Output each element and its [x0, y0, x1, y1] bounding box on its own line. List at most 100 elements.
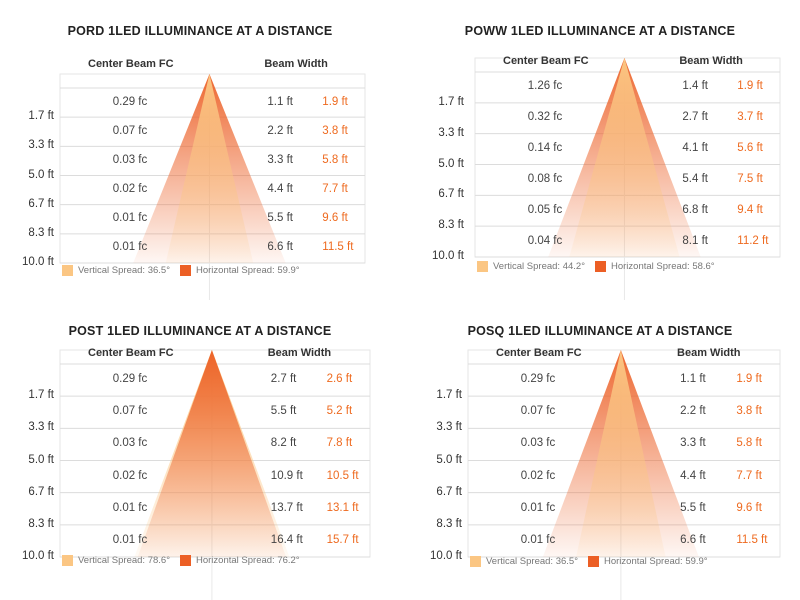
vertical-width-value: 6.6 ft [267, 241, 293, 254]
vertical-width-value: 8.1 ft [682, 234, 708, 247]
center-beam-value: 0.03 fc [112, 437, 148, 450]
horizontal-width-value: 10.5 ft [326, 469, 359, 482]
center-beam-value: 0.03 fc [520, 437, 556, 450]
center-beam-value: 0.07 fc [112, 124, 148, 137]
horizontal-width-value: 13.1 ft [326, 501, 359, 514]
center-beam-value: 0.07 fc [520, 405, 556, 418]
center-beam-value: 0.14 fc [527, 142, 563, 155]
vertical-spread-label: Vertical Spread: 36.5° [78, 265, 170, 276]
vertical-width-value: 2.2 ft [680, 405, 706, 418]
distance-label: 6.7 ft [28, 485, 54, 498]
center-beam-value: 0.01 fc [520, 501, 556, 514]
vertical-width-value: 2.2 ft [267, 124, 293, 137]
center-beam-value: 0.01 fc [112, 212, 148, 225]
horizontal-width-value: 3.8 ft [736, 405, 762, 418]
center-beam-value: 0.07 fc [112, 405, 148, 418]
horizontal-width-value: 7.5 ft [737, 172, 763, 185]
distance-label: 1.7 ft [28, 110, 54, 123]
distance-label: 5.0 ft [438, 157, 464, 170]
distance-label: 8.3 ft [438, 219, 464, 232]
horizontal-width-value: 7.7 ft [736, 469, 762, 482]
center-beam-value: 0.01 fc [112, 241, 148, 254]
horizontal-width-value: 15.7 ft [326, 533, 359, 546]
horizontal-spread-swatch [180, 265, 191, 276]
chart-legend: Vertical Spread: 36.5° Horizontal Spread:… [62, 265, 300, 276]
distance-label: 6.7 ft [438, 188, 464, 201]
beam-diagram [467, 349, 781, 600]
center-beam-value: 0.03 fc [112, 153, 148, 166]
beam-width-header: Beam Width [267, 347, 332, 359]
beam-width-header: Beam Width [677, 347, 741, 359]
vertical-width-value: 1.1 ft [680, 373, 706, 386]
vertical-width-value: 4.1 ft [682, 142, 708, 155]
horizontal-width-value: 7.7 ft [322, 183, 348, 196]
vertical-width-value: 1.4 ft [682, 80, 708, 93]
distance-label: 1.7 ft [438, 95, 464, 108]
vertical-width-value: 5.5 ft [270, 405, 297, 418]
vertical-width-value: 1.1 ft [267, 95, 293, 108]
horizontal-width-value: 9.6 ft [736, 501, 762, 514]
beam-diagram [59, 73, 366, 300]
horizontal-width-value: 9.6 ft [322, 212, 348, 225]
vertical-spread-cone [165, 74, 254, 263]
center-beam-value: 0.08 fc [527, 172, 563, 185]
vertical-width-value: 4.4 ft [680, 469, 706, 482]
vertical-spread-cone [576, 350, 666, 557]
vertical-spread-label: Vertical Spread: 36.5° [486, 556, 578, 567]
horizontal-width-value: 7.8 ft [326, 437, 353, 450]
distance-label: 5.0 ft [28, 168, 54, 181]
center-beam-value: 0.05 fc [527, 203, 563, 216]
distance-label: 10.0 ft [432, 250, 464, 262]
center-beam-value: 0.01 fc [112, 501, 148, 514]
center-beam-value: 0.29 fc [112, 373, 148, 386]
vertical-width-value: 2.7 ft [682, 111, 708, 124]
vertical-width-value: 5.5 ft [680, 501, 706, 514]
distance-label: 1.7 ft [436, 389, 462, 402]
distance-label: 3.3 ft [438, 126, 464, 139]
distance-label: 5.0 ft [436, 453, 462, 466]
center-beam-value: 0.02 fc [520, 469, 556, 482]
distance-label: 3.3 ft [28, 139, 54, 152]
horizontal-spread-swatch [595, 261, 606, 272]
horizontal-width-value: 11.5 ft [736, 533, 768, 546]
vertical-spread-swatch [470, 556, 481, 567]
distance-label: 10.0 ft [430, 550, 462, 562]
horizontal-width-value: 2.6 ft [326, 373, 353, 386]
vertical-width-value: 4.4 ft [267, 183, 293, 196]
vertical-spread-label: Vertical Spread: 44.2° [493, 261, 585, 272]
vertical-spread-swatch [62, 265, 73, 276]
distance-label: 3.3 ft [28, 421, 54, 434]
vertical-width-value: 6.6 ft [680, 533, 706, 546]
chart-title: POWW 1LED ILLUMINANCE AT A DISTANCE [464, 24, 736, 38]
horizontal-spread-label: Horizontal Spread: 58.6° [611, 261, 715, 272]
chart-panel: POSQ 1LED ILLUMINANCE AT A DISTANCE Cente… [400, 300, 800, 600]
center-beam-header: Center Beam FC [496, 347, 582, 359]
center-beam-header: Center Beam FC [88, 58, 174, 70]
horizontal-width-value: 5.8 ft [736, 437, 762, 450]
beam-diagram [59, 349, 371, 600]
horizontal-width-value: 1.9 ft [737, 80, 763, 93]
horizontal-spread-label: Horizontal Spread: 59.9° [196, 265, 300, 276]
vertical-width-value: 5.4 ft [682, 172, 708, 185]
horizontal-width-value: 3.8 ft [322, 124, 348, 137]
vertical-spread-label: Vertical Spread: 78.6° [78, 555, 170, 566]
vertical-width-value: 2.7 ft [270, 373, 297, 386]
horizontal-width-value: 3.7 ft [737, 111, 763, 124]
horizontal-spread-swatch [180, 555, 191, 566]
distance-label: 3.3 ft [436, 421, 462, 434]
center-beam-value: 0.02 fc [112, 183, 148, 196]
vertical-spread-swatch [477, 261, 488, 272]
vertical-width-value: 6.8 ft [682, 203, 708, 216]
chart-title: POST 1LED ILLUMINANCE AT A DISTANCE [68, 324, 332, 338]
horizontal-width-value: 5.8 ft [322, 153, 348, 166]
center-beam-value: 0.01 fc [112, 533, 148, 546]
horizontal-width-value: 9.4 ft [737, 203, 763, 216]
horizontal-width-value: 5.6 ft [737, 142, 763, 155]
horizontal-width-value: 5.2 ft [326, 405, 353, 418]
vertical-spread-cone [569, 58, 680, 257]
chart-title: PORD 1LED ILLUMINANCE AT A DISTANCE [67, 24, 333, 38]
beam-diagram [474, 57, 781, 300]
chart-panel: POST 1LED ILLUMINANCE AT A DISTANCE Cente… [0, 300, 400, 600]
chart-panel: PORD 1LED ILLUMINANCE AT A DISTANCE Cente… [0, 0, 400, 300]
distance-label: 8.3 ft [28, 517, 54, 530]
